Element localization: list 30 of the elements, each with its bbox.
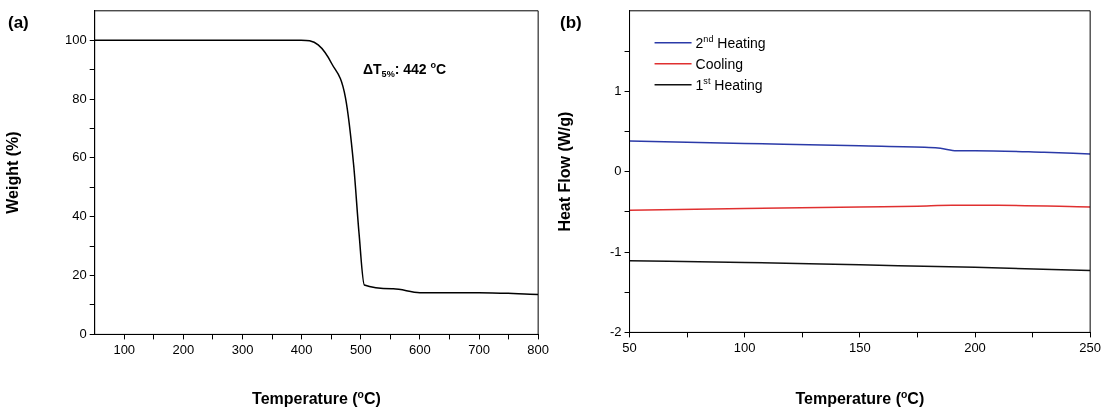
x-tick-label: 200 [964,339,986,355]
x-tick-label: 100 [733,339,756,355]
x-tick-label: 250 [1079,339,1102,355]
y-tick-label: 40 [72,208,87,224]
x-tick-label: 300 [231,341,254,357]
x-tick-label: 150 [849,339,871,355]
x-tick-label: 400 [290,341,313,357]
x-tick-label: 800 [527,341,550,357]
x-tick-label: 500 [349,341,372,357]
y-tick-label: 100 [64,31,87,47]
x-tick-label: 200 [172,341,195,357]
chart-title: (a) [8,13,29,32]
y-tick-label: 80 [72,90,87,106]
y-tick-label: 0 [614,163,622,179]
y-tick-label: 1 [614,82,622,98]
y-tick-label: 20 [72,267,87,283]
x-tick-label: 50 [622,339,637,355]
y-tick-label: -2 [610,323,622,339]
y-tick-label: -1 [610,243,622,259]
y-tick-label: 60 [72,149,87,165]
x-tick-label: 600 [409,341,431,357]
legend-label: Cooling [695,55,744,72]
chart-title: (b) [560,13,582,32]
y-tick-label: 0 [79,325,87,341]
x-tick-label: 100 [113,341,136,357]
y-axis-title: Heat Flow (W/g) [556,111,573,232]
line-series [629,140,1091,155]
y-axis-title: Weight (%) [4,131,21,214]
line-series [629,260,1091,272]
x-tick-label: 700 [468,341,490,357]
